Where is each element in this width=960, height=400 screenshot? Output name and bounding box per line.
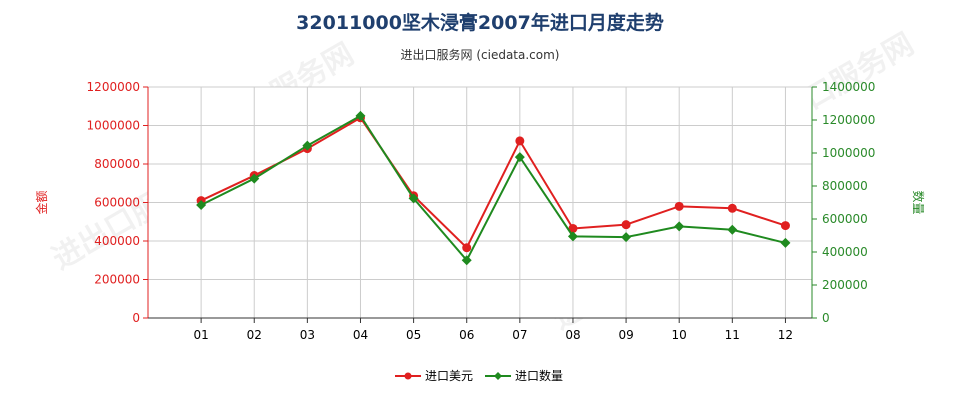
right-axis-title: 数量 (911, 190, 926, 214)
import-quantity-point (674, 221, 685, 232)
import-usd-point (780, 221, 790, 231)
import-quantity-point (302, 140, 313, 151)
import-quantity-point (567, 231, 578, 242)
x-tick-label: 04 (353, 328, 368, 342)
left-tick-label: 600000 (94, 196, 140, 210)
import-usd-point (462, 243, 472, 253)
chart-title: 32011000坚木浸膏2007年进口月度走势 (296, 12, 664, 34)
import-usd-point (727, 203, 737, 213)
right-tick-label: 800000 (822, 179, 868, 193)
import-usd-point (621, 220, 631, 230)
import-quantity-point (621, 232, 632, 243)
import-quantity-point (780, 237, 791, 248)
x-axis: 01 02 03 04 05 06 07 08 09 10 11 12 (148, 317, 812, 342)
x-tick-label: 08 (565, 328, 580, 342)
series-line-import-quantity (200, 114, 786, 263)
x-tick-label: 12 (778, 328, 793, 342)
series-line-import-usd (200, 116, 786, 250)
right-tick-label: 1200000 (822, 113, 875, 127)
import-usd-point (515, 136, 525, 146)
import-quantity-point (196, 199, 207, 210)
import-quantity-point (727, 224, 738, 235)
left-tick-label: 800000 (94, 157, 140, 171)
x-tick-label: 07 (512, 328, 527, 342)
left-tick-label: 400000 (94, 234, 140, 248)
import-quantity-point (514, 152, 525, 163)
left-tick-label: 200000 (94, 273, 140, 287)
x-tick-label: 03 (300, 328, 315, 342)
right-tick-label: 1000000 (822, 146, 875, 160)
x-tick-label: 02 (247, 328, 262, 342)
x-tick-label: 01 (193, 328, 208, 342)
import-usd-point (568, 223, 578, 233)
import-quantity-point (461, 255, 472, 266)
left-tick-label: 0 (132, 311, 140, 325)
right-axis: 0 200000 400000 600000 800000 1000000 1200000 1… (811, 80, 875, 325)
x-tick-label: 11 (725, 328, 740, 342)
legend: 进口美元 进口数量 (395, 368, 563, 383)
x-tick-label: 10 (672, 328, 687, 342)
legend-swatch-marker (404, 372, 412, 380)
left-axis: 0 200000 400000 600000 800000 1000000 1200000 (87, 80, 149, 325)
right-tick-label: 400000 (822, 245, 868, 259)
x-tick-label: 05 (406, 328, 421, 342)
import-quantity-point (408, 193, 419, 204)
left-tick-label: 1000000 (87, 119, 140, 133)
left-axis-title: 金额 (34, 190, 49, 214)
legend-swatch-marker (494, 372, 502, 380)
import-usd-point (674, 201, 684, 211)
import-quantity-point (355, 110, 366, 121)
legend-label: 进口数量 (515, 368, 563, 383)
x-tick-label: 06 (459, 328, 474, 342)
import-quantity-point (249, 173, 260, 184)
right-tick-label: 600000 (822, 212, 868, 226)
x-tick-label: 09 (618, 328, 633, 342)
legend-label: 进口美元 (425, 369, 473, 383)
right-tick-label: 200000 (822, 278, 868, 292)
left-tick-label: 1200000 (87, 80, 140, 94)
chart-subtitle: 进出口服务网 (ciedata.com) (400, 48, 560, 62)
right-tick-label: 0 (822, 311, 830, 325)
series-layer (196, 110, 791, 266)
right-tick-label: 1400000 (822, 80, 875, 94)
